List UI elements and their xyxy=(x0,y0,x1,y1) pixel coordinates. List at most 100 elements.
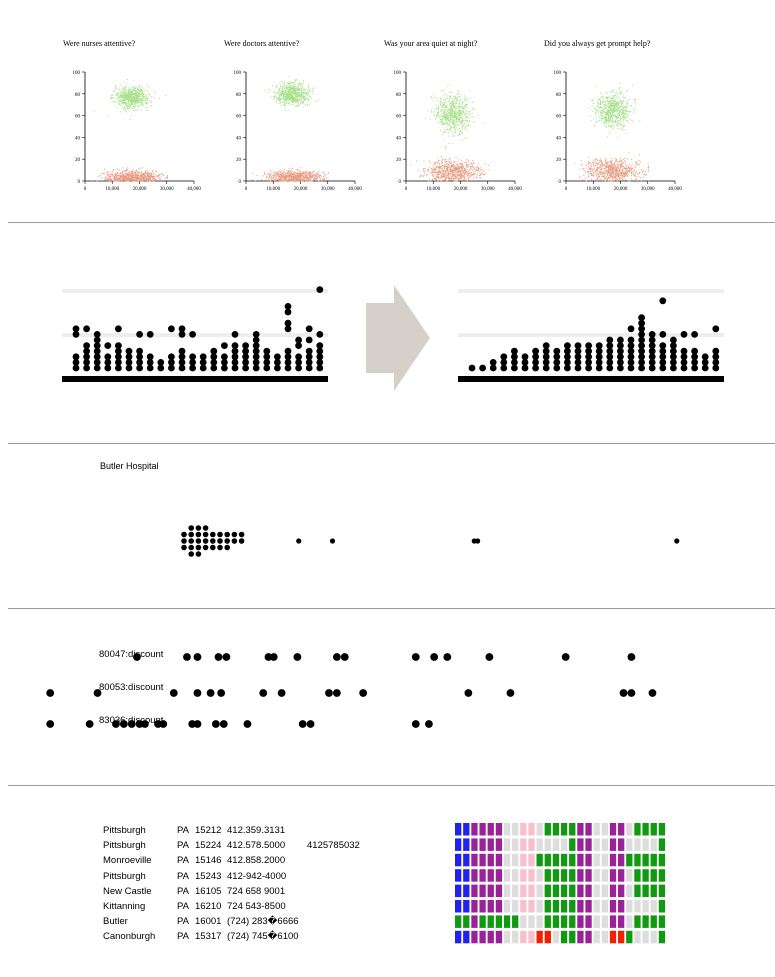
scatter-point xyxy=(282,86,284,88)
scatter-point xyxy=(293,101,295,103)
scatter-point xyxy=(479,174,480,176)
scatter-point xyxy=(456,113,458,115)
scatter-point xyxy=(624,171,626,173)
scatter-point xyxy=(457,120,459,122)
scatter-point xyxy=(618,102,620,104)
scatter-point xyxy=(432,164,434,166)
scatter-point xyxy=(466,166,468,168)
scatter-point xyxy=(615,121,617,123)
scatter-point xyxy=(134,103,136,105)
scatter-point xyxy=(443,132,445,134)
scatter-point xyxy=(131,178,133,179)
scatter-point xyxy=(615,95,617,97)
scatter-point xyxy=(459,131,461,133)
scatter-point xyxy=(465,168,467,170)
scatter-point xyxy=(441,119,443,121)
scatter-point xyxy=(632,170,634,172)
scatter-point xyxy=(131,175,133,177)
scatter-point xyxy=(123,100,125,101)
scatter-point xyxy=(614,108,616,110)
scatter-point xyxy=(606,113,607,115)
scatter-point xyxy=(275,175,277,177)
scatter-point xyxy=(280,176,282,178)
scatter-point xyxy=(294,94,296,96)
scatter-point xyxy=(308,171,310,173)
scatter-point xyxy=(124,176,126,178)
scatter-point xyxy=(295,86,297,88)
scatter-point xyxy=(633,99,635,100)
scatter-point xyxy=(274,179,276,180)
scatter-point xyxy=(606,179,607,181)
scatter-point xyxy=(618,173,620,175)
scatter-point xyxy=(431,172,433,174)
scatter-point xyxy=(123,178,125,180)
scatter-point xyxy=(287,91,289,93)
scatter-point xyxy=(609,116,611,118)
scatter-point xyxy=(128,175,130,177)
scatter-point xyxy=(128,97,130,99)
scatter-point xyxy=(280,98,282,100)
scatter-point xyxy=(605,96,607,98)
scatter-point xyxy=(316,175,318,177)
scatter-point xyxy=(605,93,607,95)
scatter-point xyxy=(426,174,428,176)
scatter-point xyxy=(313,90,314,92)
scatter-point xyxy=(451,107,453,109)
scatter-point xyxy=(295,94,297,95)
scatter-point xyxy=(114,175,116,177)
scatter-point xyxy=(443,166,445,168)
scatter-point xyxy=(156,170,157,172)
scatter-point xyxy=(483,173,485,175)
scatter-point xyxy=(300,83,302,85)
scatter-point xyxy=(591,100,593,101)
scatter-point xyxy=(603,124,605,126)
scatter-point xyxy=(134,97,136,99)
scatter-point xyxy=(606,180,608,182)
scatter-point xyxy=(278,88,280,90)
scatter-point xyxy=(292,98,294,100)
scatter-point xyxy=(448,112,450,114)
scatter-point xyxy=(120,92,122,94)
scatter-point xyxy=(153,179,155,181)
scatter-point xyxy=(295,89,297,91)
scatter-point xyxy=(130,104,131,106)
scatter-point xyxy=(130,100,132,102)
y-tick-label: 60 xyxy=(396,115,402,120)
scatter-point xyxy=(446,118,448,120)
scatter-point xyxy=(282,179,284,181)
scatter-point xyxy=(146,107,148,109)
scatter-point xyxy=(327,172,329,174)
scatter-point xyxy=(285,173,287,175)
scatter-point xyxy=(458,164,460,166)
scatter-point xyxy=(138,176,140,178)
scatter-point xyxy=(121,88,123,90)
scatter-point xyxy=(292,82,294,83)
scatter-point xyxy=(153,176,155,178)
scatter-point xyxy=(305,171,307,173)
x-tick-label: 30,000 xyxy=(321,187,335,192)
scatter-point xyxy=(448,112,450,113)
scatter-point xyxy=(619,106,621,108)
scatter-point xyxy=(617,106,618,108)
scatter-point xyxy=(444,122,446,123)
scatter-point xyxy=(278,170,280,172)
scatter-point xyxy=(606,113,608,114)
scatter-point xyxy=(455,157,457,158)
scatter-point xyxy=(594,125,596,127)
scatter-point xyxy=(593,108,595,109)
scatter-point xyxy=(126,96,128,98)
scatter-point xyxy=(138,84,140,86)
scatter-point xyxy=(605,104,607,106)
scatter-point xyxy=(278,102,280,104)
scatter-point xyxy=(457,90,459,92)
scatter-point xyxy=(128,96,130,98)
scatter-point xyxy=(437,114,438,115)
scatter-point xyxy=(482,173,484,175)
scatter-point xyxy=(469,169,471,171)
scatter-point xyxy=(620,172,622,174)
scatter-point xyxy=(599,105,601,107)
scatter-point xyxy=(282,90,284,92)
scatter-point xyxy=(459,178,460,180)
scatter-point xyxy=(138,168,140,170)
scatter-point xyxy=(595,107,597,109)
